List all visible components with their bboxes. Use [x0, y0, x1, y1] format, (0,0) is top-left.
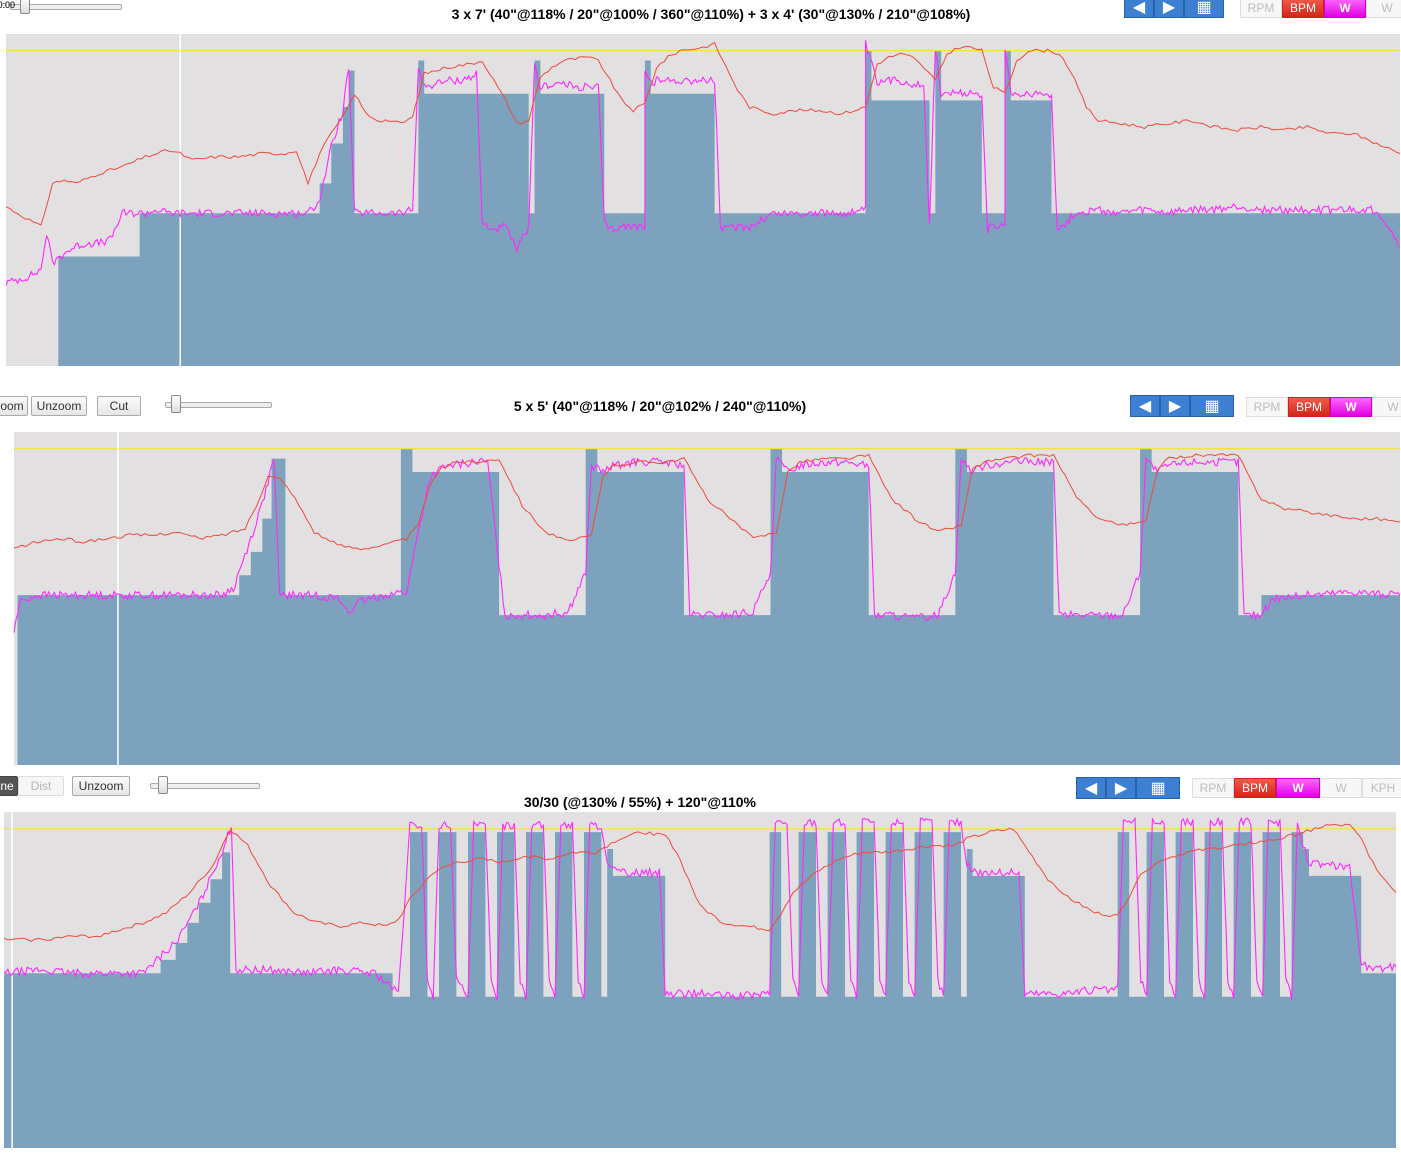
x-tick-label: 0:20:00 [0, 0, 16, 10]
zoom-slider-thumb[interactable] [20, 0, 30, 14]
chart-title: 5 x 5' (40"@118% / 20"@102% / 240"@110%) [513, 398, 807, 414]
toggle-w[interactable]: W [1330, 397, 1372, 417]
next-button[interactable]: ▶ [1154, 0, 1184, 18]
plot-area[interactable] [5, 34, 1401, 366]
chart-type-button[interactable]: ▦ [1184, 0, 1224, 18]
triangle-right-icon: ▶ [1168, 398, 1182, 415]
chart-type-button[interactable]: ▦ [1190, 395, 1234, 417]
next-button[interactable]: ▶ [1106, 777, 1136, 799]
plot-area[interactable] [3, 812, 1397, 1148]
x-tick-label: 0:40:00 [0, 0, 16, 10]
bar-chart-icon: ▦ [1150, 780, 1166, 797]
chart-type-button[interactable]: ▦ [1136, 777, 1180, 799]
x-tick-label: 2:00:00 [0, 0, 16, 10]
x-tick-label: 1:00:00 [0, 0, 16, 10]
x-tick-label: 0:30:00 [0, 0, 16, 10]
series-watts-line [5, 40, 1401, 286]
toggle-kph[interactable]: KPH [1362, 778, 1401, 798]
zoom-slider-track[interactable] [165, 402, 272, 408]
x-tick-label: 1:40:00 [0, 0, 16, 10]
unzoom-button[interactable]: Unzoom [31, 396, 87, 416]
series-target-area [4, 832, 1396, 1148]
cut-button[interactable]: Cut [97, 396, 141, 416]
x-tick-label: 0:00:00 [0, 0, 16, 10]
prev-button[interactable]: ◀ [1076, 777, 1106, 799]
panel-3: ne Dist Unzoom 30/30 (@130% / 55%) + 120… [0, 772, 1401, 1161]
zoom-slider-track[interactable] [150, 783, 260, 789]
bar-chart-icon: ▦ [1196, 0, 1212, 16]
triangle-left-icon: ◀ [1084, 780, 1098, 797]
toggle-bpm[interactable]: BPM [1234, 778, 1276, 798]
triangle-right-icon: ▶ [1162, 0, 1176, 16]
toggle-w[interactable]: W [1324, 0, 1366, 18]
toggle-rpm[interactable]: RPM [1240, 0, 1282, 18]
zoom-button[interactable]: oom [0, 396, 28, 416]
next-button[interactable]: ▶ [1160, 395, 1190, 417]
toggle-w[interactable]: W [1276, 778, 1320, 798]
zoom-slider-thumb[interactable] [158, 776, 168, 794]
series-heart-rate-line [13, 453, 1401, 551]
time-button[interactable]: ne [0, 776, 18, 796]
x-tick-label: 0:50:00 [0, 0, 16, 10]
x-tick-label: 0:10:00 [0, 0, 16, 10]
panel-2: oom Unzoom Cut 5 x 5' (40"@118% / 20"@10… [0, 392, 1401, 772]
toggle-w-secondary[interactable]: W [1366, 0, 1401, 18]
x-tick-label: 1:30:00 [0, 0, 16, 10]
triangle-left-icon: ◀ [1138, 398, 1152, 415]
plot-area[interactable] [13, 432, 1401, 765]
series-target-area [14, 448, 1400, 765]
zoom-slider-track[interactable] [10, 4, 122, 10]
series-heart-rate-line [5, 41, 1401, 226]
unzoom-button[interactable]: Unzoom [72, 776, 130, 796]
series-target-area [6, 50, 1400, 366]
zoom-slider-thumb[interactable] [171, 395, 181, 413]
series-watts-line [13, 456, 1401, 633]
bar-chart-icon: ▦ [1204, 398, 1220, 415]
triangle-left-icon: ◀ [1132, 0, 1146, 16]
x-tick-label: 1:50:00 [0, 0, 16, 10]
prev-button[interactable]: ◀ [1130, 395, 1160, 417]
series-heart-rate-line [3, 823, 1397, 942]
triangle-right-icon: ▶ [1114, 780, 1128, 797]
panel-1: 3 x 7' (40"@118% / 20"@100% / 360"@110%)… [0, 0, 1401, 392]
chart-title: 30/30 (@130% / 55%) + 120"@110% [523, 794, 757, 810]
toggle-rpm[interactable]: RPM [1192, 778, 1234, 798]
toggle-w-secondary[interactable]: W [1372, 397, 1401, 417]
prev-button[interactable]: ◀ [1124, 0, 1154, 18]
x-tick-label: 1:10:00 [0, 0, 16, 10]
dist-button[interactable]: Dist [18, 776, 64, 796]
toggle-w-secondary[interactable]: W [1320, 778, 1362, 798]
series-watts-line [3, 816, 1397, 1001]
toggle-bpm[interactable]: BPM [1288, 397, 1330, 417]
toggle-bpm[interactable]: BPM [1282, 0, 1324, 18]
toggle-rpm[interactable]: RPM [1246, 397, 1288, 417]
chart-title: 3 x 7' (40"@118% / 20"@100% / 360"@110%)… [396, 0, 1026, 34]
x-tick-label: 1:20:00 [0, 0, 16, 10]
